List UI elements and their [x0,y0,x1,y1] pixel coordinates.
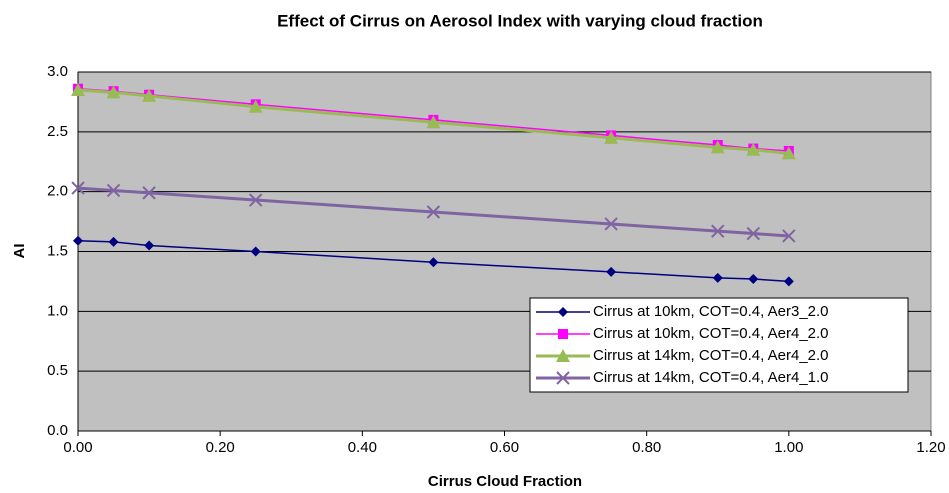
marker [144,240,155,251]
marker [558,307,568,317]
marker [781,146,796,160]
legend-box [529,297,909,393]
x-tick-label: 0.40 [348,439,377,456]
marker [710,140,725,154]
chart-title: Effect of Cirrus on Aerosol Index with v… [277,11,763,30]
marker [249,193,263,207]
marker [426,205,441,219]
y-tick-label: 0.5 [47,362,68,379]
marker [558,329,568,339]
marker [142,88,157,102]
y-tick-label: 2.0 [47,183,68,200]
marker [783,276,794,287]
marker [782,229,796,243]
marker [106,183,121,198]
marker [106,85,121,99]
x-tick-label: 1.20 [916,439,945,456]
marker [712,272,723,283]
marker [748,274,759,285]
marker [248,99,263,113]
marker [556,349,570,362]
y-tick-label: 3.0 [47,63,68,80]
marker [556,371,570,385]
marker [71,181,85,195]
x-axis-label: Cirrus Cloud Fraction [428,473,582,490]
legend-label: Cirrus at 14km, COT=0.4, Aer4_2.0 [593,347,829,364]
y-tick-label: 1.0 [47,302,68,319]
marker [142,186,156,200]
marker [250,246,261,257]
marker [746,226,760,241]
marker [71,82,85,96]
marker [73,235,83,246]
x-tick-label: 0.80 [632,439,661,456]
marker [711,224,725,238]
x-tick-label: 0.20 [206,439,235,456]
marker [426,115,441,129]
marker [606,266,617,277]
marker [108,236,119,247]
x-tick-label: 0.00 [63,439,92,456]
marker [604,130,619,144]
x-tick-label: 0.60 [490,439,519,456]
y-tick-label: 1.5 [47,242,68,259]
legend: Cirrus at 10km, COT=0.4, Aer3_2.0 Cirrus … [529,297,909,393]
legend-label: Cirrus at 14km, COT=0.4, Aer4_1.0 [593,369,829,386]
y-tick-label: 0.0 [47,422,68,439]
y-tick-label: 2.5 [47,123,68,140]
x-tick-label: 1.00 [774,439,803,456]
marker [428,257,439,268]
y-axis-label: AI [11,244,28,259]
marker [604,217,618,231]
marker [746,142,761,156]
legend-label: Cirrus at 10km, COT=0.4, Aer4_2.0 [593,325,829,342]
legend-label: Cirrus at 10km, COT=0.4, Aer3_2.0 [593,303,829,320]
